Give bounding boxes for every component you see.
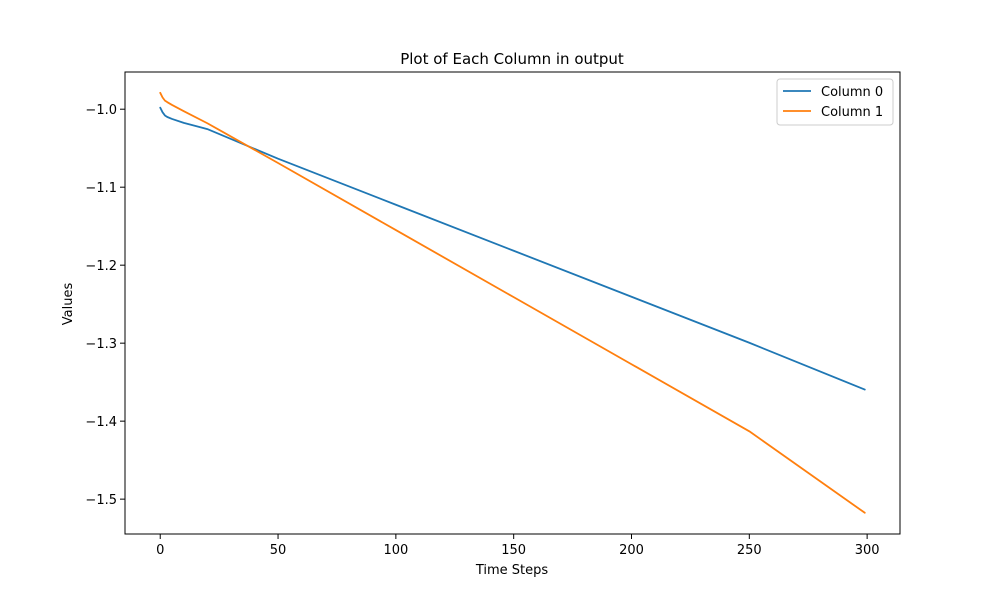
- legend: Column 0 Column 1: [776, 78, 894, 126]
- y-tick-label: −1.3: [85, 337, 117, 352]
- x-axis-label: Time Steps: [475, 563, 549, 578]
- y-tick-label: −1.0: [85, 103, 117, 118]
- axis-ticks: 0 50 100 150 200 250 300 −1.0 −1.1 −1.2 −1.3 −1.4 −1…: [85, 103, 879, 558]
- y-axis-label: Values: [61, 283, 76, 326]
- x-tick-label: 250: [737, 543, 762, 558]
- plot-area-frame: [124, 71, 901, 535]
- x-tick-label: 150: [501, 543, 526, 558]
- y-tick-label: −1.2: [85, 259, 117, 274]
- x-tick-label: 200: [619, 543, 644, 558]
- series-lines: [159, 91, 866, 514]
- y-tick-label: −1.5: [85, 493, 117, 508]
- series-line-1: [159, 91, 866, 514]
- legend-label-1: Column 1: [821, 105, 883, 120]
- y-tick-label: −1.1: [85, 181, 117, 196]
- series-line-0: [159, 106, 866, 391]
- y-tick-label: −1.4: [85, 415, 117, 430]
- x-tick-label: 300: [855, 543, 880, 558]
- x-tick-label: 0: [156, 543, 164, 558]
- chart-title: Plot of Each Column in output: [400, 50, 624, 68]
- legend-label-0: Column 0: [821, 85, 883, 100]
- x-tick-label: 50: [270, 543, 287, 558]
- x-tick-label: 100: [383, 543, 408, 558]
